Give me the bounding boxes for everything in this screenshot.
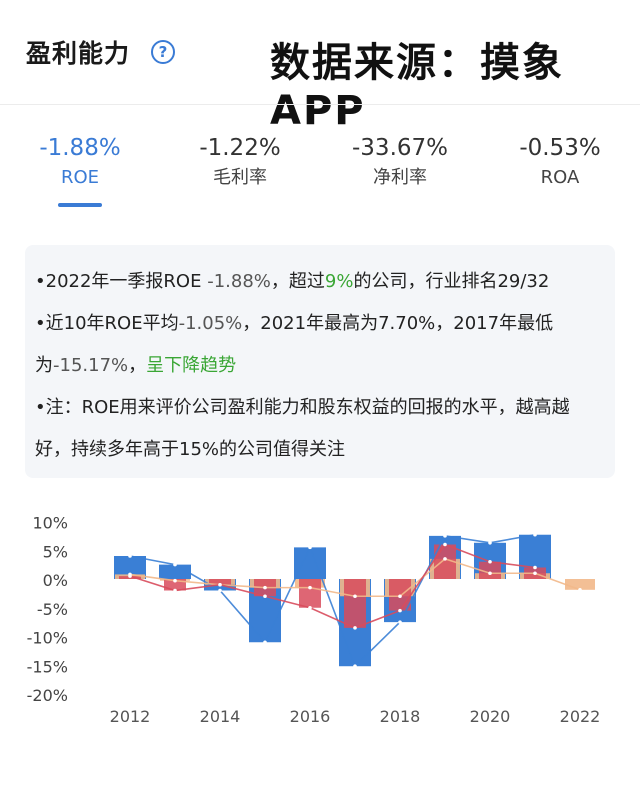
red-point	[443, 542, 447, 547]
blue-bar	[114, 556, 146, 579]
x-tick-label: 2016	[290, 707, 331, 726]
red-bar	[299, 579, 321, 608]
blue-bar	[159, 564, 191, 579]
x-tick-label: 2020	[470, 707, 511, 726]
blue-point	[488, 540, 492, 545]
active-tab-indicator	[58, 203, 102, 207]
red-point	[353, 626, 357, 630]
red-point	[128, 574, 132, 578]
percentile-value: 9%	[324, 271, 354, 292]
tab-label: 毛利率	[213, 167, 267, 188]
orange-point	[173, 578, 177, 583]
roe-value: -1.88%	[207, 271, 271, 292]
tab-roe[interactable]: -1.88% ROE	[0, 132, 160, 192]
tab-gross-margin[interactable]: -1.22% 毛利率	[160, 132, 320, 192]
text: •近10年ROE平均	[35, 313, 179, 334]
orange-point	[398, 594, 402, 599]
tab-value: -0.53%	[519, 135, 601, 161]
roe-chart-svg: 10% 5% 0% -5% -10% -15% -20% 2012 2014 2016 2018 20…	[27, 514, 601, 727]
metric-tabs: -1.88% ROE -1.22% 毛利率 -33.67% 净利率 -0.53%…	[0, 132, 640, 212]
blue-point	[263, 640, 267, 645]
trend-label: 呈下降趋势	[146, 355, 237, 376]
orange-point	[443, 557, 447, 561]
roe-chart: 10% 5% 0% -5% -10% -15% -20% 2012 2014 2016 2018 20…	[0, 500, 640, 745]
blue-bar	[294, 547, 326, 579]
orange-point	[308, 585, 312, 590]
x-tick-label: 2012	[110, 707, 151, 726]
text: ，2021年最高为7.70%，2017年最低为	[35, 313, 554, 376]
data-source-label: 数据来源：摸象APP	[270, 40, 564, 134]
blue-point	[353, 664, 357, 669]
text: 的公司，行业排名29/32	[353, 271, 550, 292]
tab-value: -1.22%	[199, 135, 281, 161]
orange-point	[488, 571, 492, 576]
y-tick-label: -10%	[27, 629, 68, 648]
red-bar	[209, 579, 231, 585]
avg-value: -1.05%	[178, 313, 243, 334]
summary-line-2: •近10年ROE平均-1.05%，2021年最高为7.70%，2017年最低为-…	[35, 303, 603, 387]
x-tick-label: 2018	[380, 707, 421, 726]
red-point	[308, 605, 312, 610]
blue-point	[128, 554, 132, 558]
orange-point	[353, 594, 357, 599]
orange-point	[533, 571, 537, 576]
header: 盈利能力 ? 数据来源：摸象APP	[0, 0, 640, 134]
x-tick-label: 2022	[560, 707, 601, 726]
tab-value: -1.88%	[39, 135, 121, 161]
red-bar	[344, 579, 366, 628]
red-bar	[164, 579, 186, 591]
red-point	[263, 594, 267, 599]
tab-label: ROE	[60, 167, 100, 188]
blue-point	[308, 545, 312, 550]
blue-point	[398, 620, 402, 624]
red-bar	[479, 561, 501, 579]
tab-label: 净利率	[373, 167, 427, 188]
red-point	[218, 582, 222, 587]
tab-roa[interactable]: -0.53% ROA	[480, 132, 640, 192]
y-tick-label: 0%	[43, 571, 68, 590]
page-title: 盈利能力	[26, 39, 131, 68]
summary-line-3: •注：ROE用来评价公司盈利能力和股东权益的回报的水平，越高越好，持续多年高于1…	[35, 397, 570, 460]
orange-point	[263, 585, 267, 590]
y-tick-label: -20%	[27, 686, 68, 705]
blue-point	[533, 532, 537, 537]
orange-bar	[565, 579, 595, 590]
tab-value: -33.67%	[352, 135, 448, 161]
text: •2022年一季报ROE	[35, 271, 208, 292]
text: ，超过	[270, 271, 325, 292]
summary-panel: •2022年一季报ROE -1.88%，超过9%的公司，行业排名29/32 •近…	[25, 245, 615, 478]
min-value: -15.17%	[53, 355, 129, 376]
x-tick-label: 2014	[200, 707, 241, 726]
orange-point	[578, 588, 582, 592]
red-series-line	[129, 543, 536, 629]
tab-label: ROA	[540, 167, 580, 188]
summary-line-1: •2022年一季报ROE -1.88%，超过9%的公司，行业排名29/32	[35, 261, 603, 303]
blue-point	[218, 588, 222, 593]
red-point	[488, 559, 492, 564]
red-point	[398, 608, 402, 613]
red-point	[533, 565, 537, 570]
question-circle-icon[interactable]: ?	[151, 40, 175, 64]
tab-net-margin[interactable]: -33.67% 净利率	[320, 132, 480, 192]
blue-point	[443, 534, 447, 538]
y-tick-label: 10%	[32, 514, 68, 533]
text: ，	[128, 355, 147, 376]
blue-series-line	[129, 533, 536, 668]
red-point	[173, 588, 177, 593]
y-tick-label: 5%	[43, 542, 68, 561]
y-tick-label: -5%	[37, 600, 68, 619]
blue-point	[173, 562, 177, 567]
y-tick-label: -15%	[27, 657, 68, 676]
header-divider	[0, 104, 640, 105]
